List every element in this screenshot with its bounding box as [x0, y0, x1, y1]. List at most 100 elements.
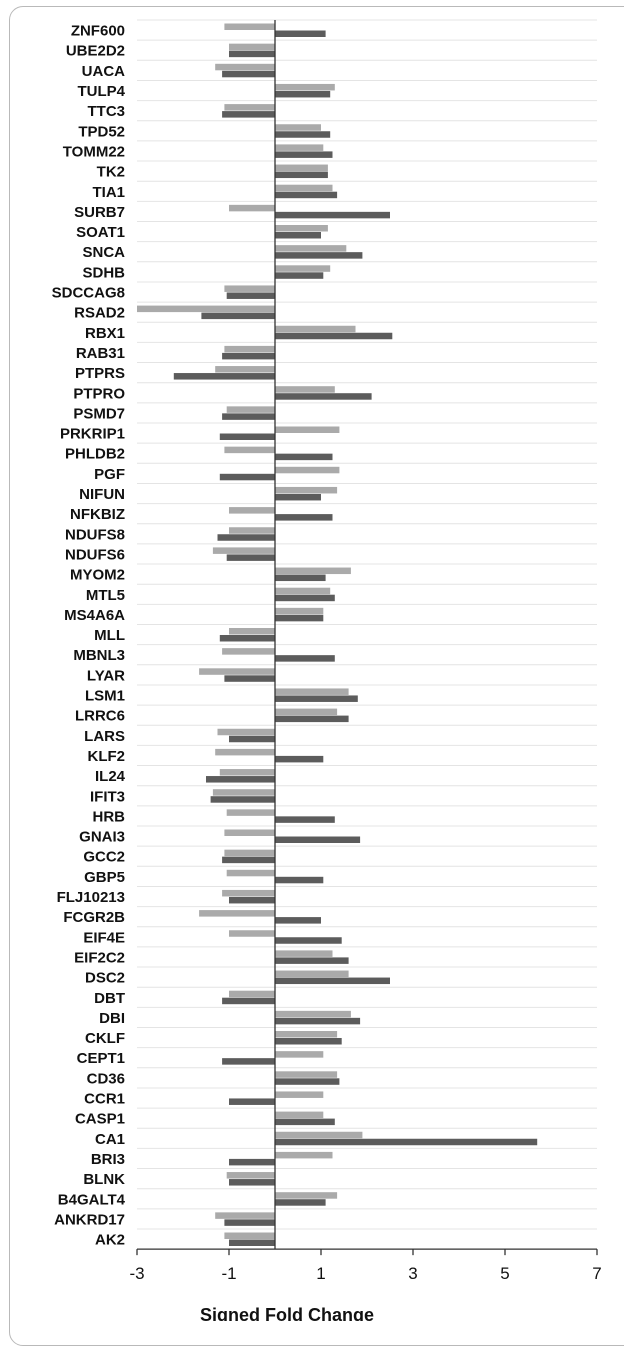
bar-dsc2-series-1: [275, 970, 349, 978]
bar-tia1-series-1: [275, 184, 333, 192]
category-label: NDUFS6: [65, 546, 125, 563]
bar-fcgr2b-series-1: [199, 910, 275, 917]
category-label: MLL: [94, 627, 125, 644]
bar-dbi-series-1: [275, 1010, 351, 1018]
gridlines: [137, 19, 597, 1250]
x-tick-labels: -3 -1 1 3 5 7: [129, 1264, 601, 1283]
bar-lrrc6-series-1: [275, 708, 338, 716]
bar-mtl5-series-2: [275, 594, 335, 602]
bar-surb7-series-2: [275, 211, 390, 219]
category-label: GBP5: [84, 869, 125, 886]
category-label: ANKRD17: [54, 1211, 125, 1228]
bar-mll-series-2: [219, 635, 275, 642]
bar-blnk-series-2: [229, 1179, 275, 1186]
bar-hrb-series-1: [226, 809, 275, 816]
category-label: LARS: [84, 728, 125, 745]
category-label: B4GALT4: [58, 1191, 126, 1208]
category-label: GCC2: [83, 849, 125, 866]
category-label: CA1: [95, 1131, 125, 1148]
category-label: MS4A6A: [64, 607, 125, 624]
bar-cd36-series-1: [275, 1071, 338, 1078]
bar-flj10213-series-2: [229, 896, 275, 904]
bar-ube2d2-series-1: [229, 43, 275, 51]
bar-ndufs8-series-1: [229, 527, 275, 534]
bar-eif2c2-series-1: [275, 950, 333, 957]
bar-rsad2-series-2: [201, 312, 275, 320]
bar-nfkbiz-series-2: [275, 514, 333, 521]
bar-gnai3-series-2: [275, 836, 361, 843]
category-label: CCR1: [84, 1091, 125, 1108]
bar-pgf-series-2: [219, 473, 275, 481]
category-label: EIF4E: [83, 929, 125, 946]
category-labels: ZNF600 UBE2D2 UACA TULP4 TTC3 TPD52 TOMM22 TK2 T…: [52, 23, 126, 1249]
category-label: EIF2C2: [74, 949, 125, 966]
bar-uaca-series-1: [215, 63, 275, 71]
category-label: PHLDB2: [65, 446, 125, 463]
category-label: FLJ10213: [57, 889, 125, 906]
category-label: NDUFS8: [65, 526, 125, 543]
x-tick-label: 1: [316, 1264, 325, 1283]
category-label: BLNK: [83, 1171, 125, 1188]
bar-ube2d2-series-2: [229, 50, 275, 58]
bar-nfkbiz-series-1: [229, 507, 275, 514]
category-label: GNAI3: [79, 829, 125, 846]
category-label: BRI3: [91, 1151, 125, 1168]
category-label: CASP1: [75, 1111, 125, 1128]
bar-cept1-series-2: [222, 1058, 275, 1065]
category-label: CEPT1: [77, 1050, 125, 1067]
bar-ptprs-series-1: [215, 366, 275, 373]
category-label: NIFUN: [79, 486, 125, 503]
bar-nifun-series-2: [275, 493, 321, 501]
bar-uaca-series-2: [222, 70, 275, 78]
category-label: PRKRIP1: [60, 426, 125, 443]
bar-prkrip1-series-1: [275, 426, 340, 433]
x-tick-label: 3: [408, 1264, 417, 1283]
bar-cd36-series-2: [275, 1078, 340, 1085]
bar-ptpro-series-1: [275, 386, 335, 393]
bar-bri3-series-1: [275, 1151, 333, 1159]
bar-myom2-series-1: [275, 567, 351, 575]
category-label: SNCA: [82, 244, 125, 261]
bar-fcgr2b-series-2: [275, 917, 321, 924]
bar-ptpro-series-2: [275, 393, 372, 400]
bar-ankrd17-series-2: [224, 1219, 275, 1226]
bar-rbx1-series-2: [275, 332, 393, 340]
bar-gnai3-series-1: [224, 829, 275, 836]
category-label: RSAD2: [74, 305, 125, 322]
bar-gcc2-series-2: [222, 856, 275, 864]
bar-b4galt4-series-2: [275, 1199, 326, 1206]
bar-rbx1-series-1: [275, 325, 356, 333]
bar-lyar-series-2: [224, 675, 275, 682]
bar-cklf-series-2: [275, 1038, 342, 1045]
bar-tpd52-series-2: [275, 131, 331, 138]
bar-phldb2-series-2: [275, 453, 333, 461]
bar-eif2c2-series-2: [275, 957, 349, 964]
bar-snca-series-1: [275, 245, 347, 252]
category-label: PTPRS: [75, 365, 125, 382]
bar-sdhb-series-1: [275, 265, 331, 272]
bar-tulp4-series-2: [275, 90, 331, 98]
bar-tk2-series-1: [275, 164, 328, 172]
category-label: IFIT3: [90, 788, 125, 805]
category-label: MTL5: [86, 587, 125, 604]
category-label: LSM1: [85, 688, 125, 705]
category-label: UBE2D2: [66, 43, 125, 60]
bar-surb7-series-1: [229, 204, 275, 212]
category-label: TIA1: [92, 184, 125, 201]
bar-ndufs8-series-2: [217, 534, 275, 541]
bar-dbi-series-2: [275, 1017, 361, 1025]
bar-lars-series-2: [229, 735, 275, 743]
bar-tomm22-series-2: [275, 151, 333, 158]
bar-tomm22-series-1: [275, 144, 324, 151]
bar-phldb2-series-1: [224, 446, 275, 454]
bar-soat1-series-1: [275, 225, 328, 232]
category-label: DBI: [99, 1010, 125, 1027]
bar-ptprs-series-2: [173, 373, 275, 380]
bar-mbnl3-series-2: [275, 655, 335, 662]
bar-sdccag8-series-1: [224, 285, 275, 292]
category-label: HRB: [93, 808, 126, 825]
bar-cept1-series-1: [275, 1051, 324, 1058]
category-label: MYOM2: [70, 567, 125, 584]
bar-flj10213-series-1: [222, 889, 275, 897]
